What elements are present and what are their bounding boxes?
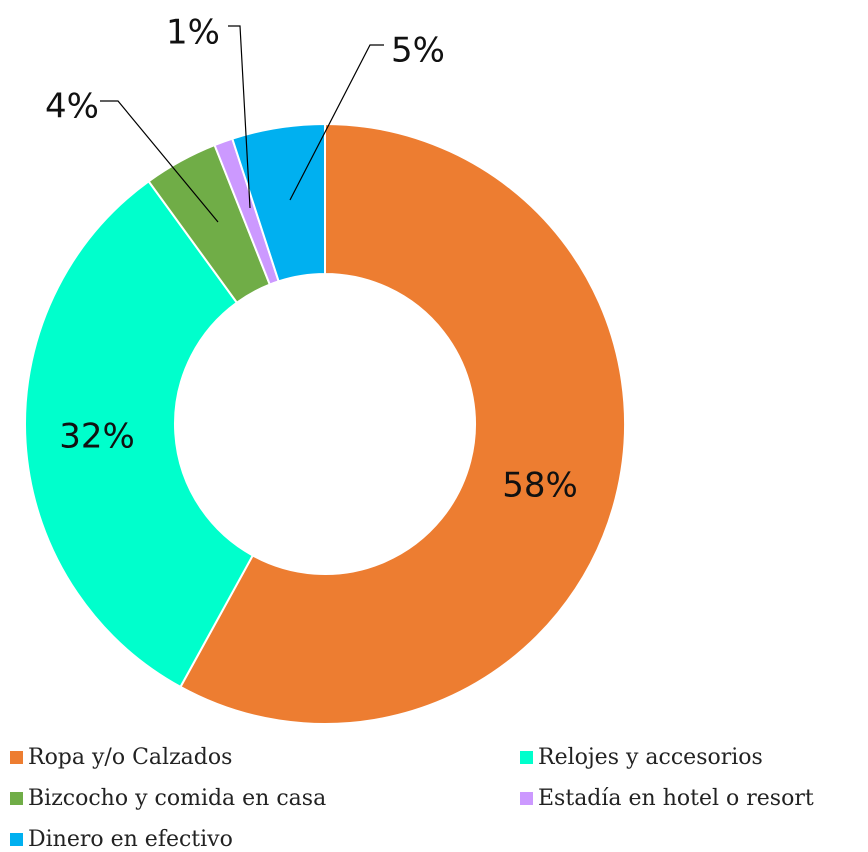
legend-swatch (10, 833, 23, 846)
legend-swatch (10, 751, 23, 764)
data-labels: 58% 32% 4% 1% 5% (45, 13, 578, 506)
donut-slices (24, 122, 626, 725)
leader-line-3 (100, 100, 219, 223)
data-label-3: 4% (45, 87, 99, 127)
legend-label: Bizcocho y comida en casa (28, 786, 327, 811)
legend-label: Ropa y/o Calzados (28, 745, 233, 770)
legend-item-2: Relojes y accesorios (520, 745, 763, 770)
data-label-4: 1% (166, 13, 220, 53)
legend-label: Estadía en hotel o resort (538, 786, 814, 811)
legend-item-1: Ropa y/o Calzados (10, 745, 232, 770)
legend-item-5: Dinero en efectivo (10, 827, 233, 852)
legend-label: Dinero en efectivo (28, 827, 233, 852)
legend-swatch (520, 751, 533, 764)
legend-label: Relojes y accesorios (538, 745, 763, 770)
legend-item-3: Bizcocho y comida en casa (10, 786, 326, 811)
data-label-2: 32% (59, 417, 135, 457)
donut-chart: 58% 32% 4% 1% 5% (24, 13, 626, 725)
data-label-5: 5% (391, 31, 445, 71)
leader-line-5 (289, 44, 384, 201)
leader-lines (100, 25, 384, 223)
slice-5 (231, 122, 326, 283)
legend-item-4: Estadía en hotel o resort (520, 786, 814, 811)
leader-line-4 (228, 25, 251, 209)
slice-1 (179, 122, 626, 725)
legend: Ropa y/o Calzados Relojes y accesorios Biz… (10, 745, 868, 852)
slice-2 (24, 179, 255, 689)
data-label-1: 58% (502, 466, 578, 506)
legend-swatch (10, 792, 23, 805)
legend-swatch (520, 792, 533, 805)
